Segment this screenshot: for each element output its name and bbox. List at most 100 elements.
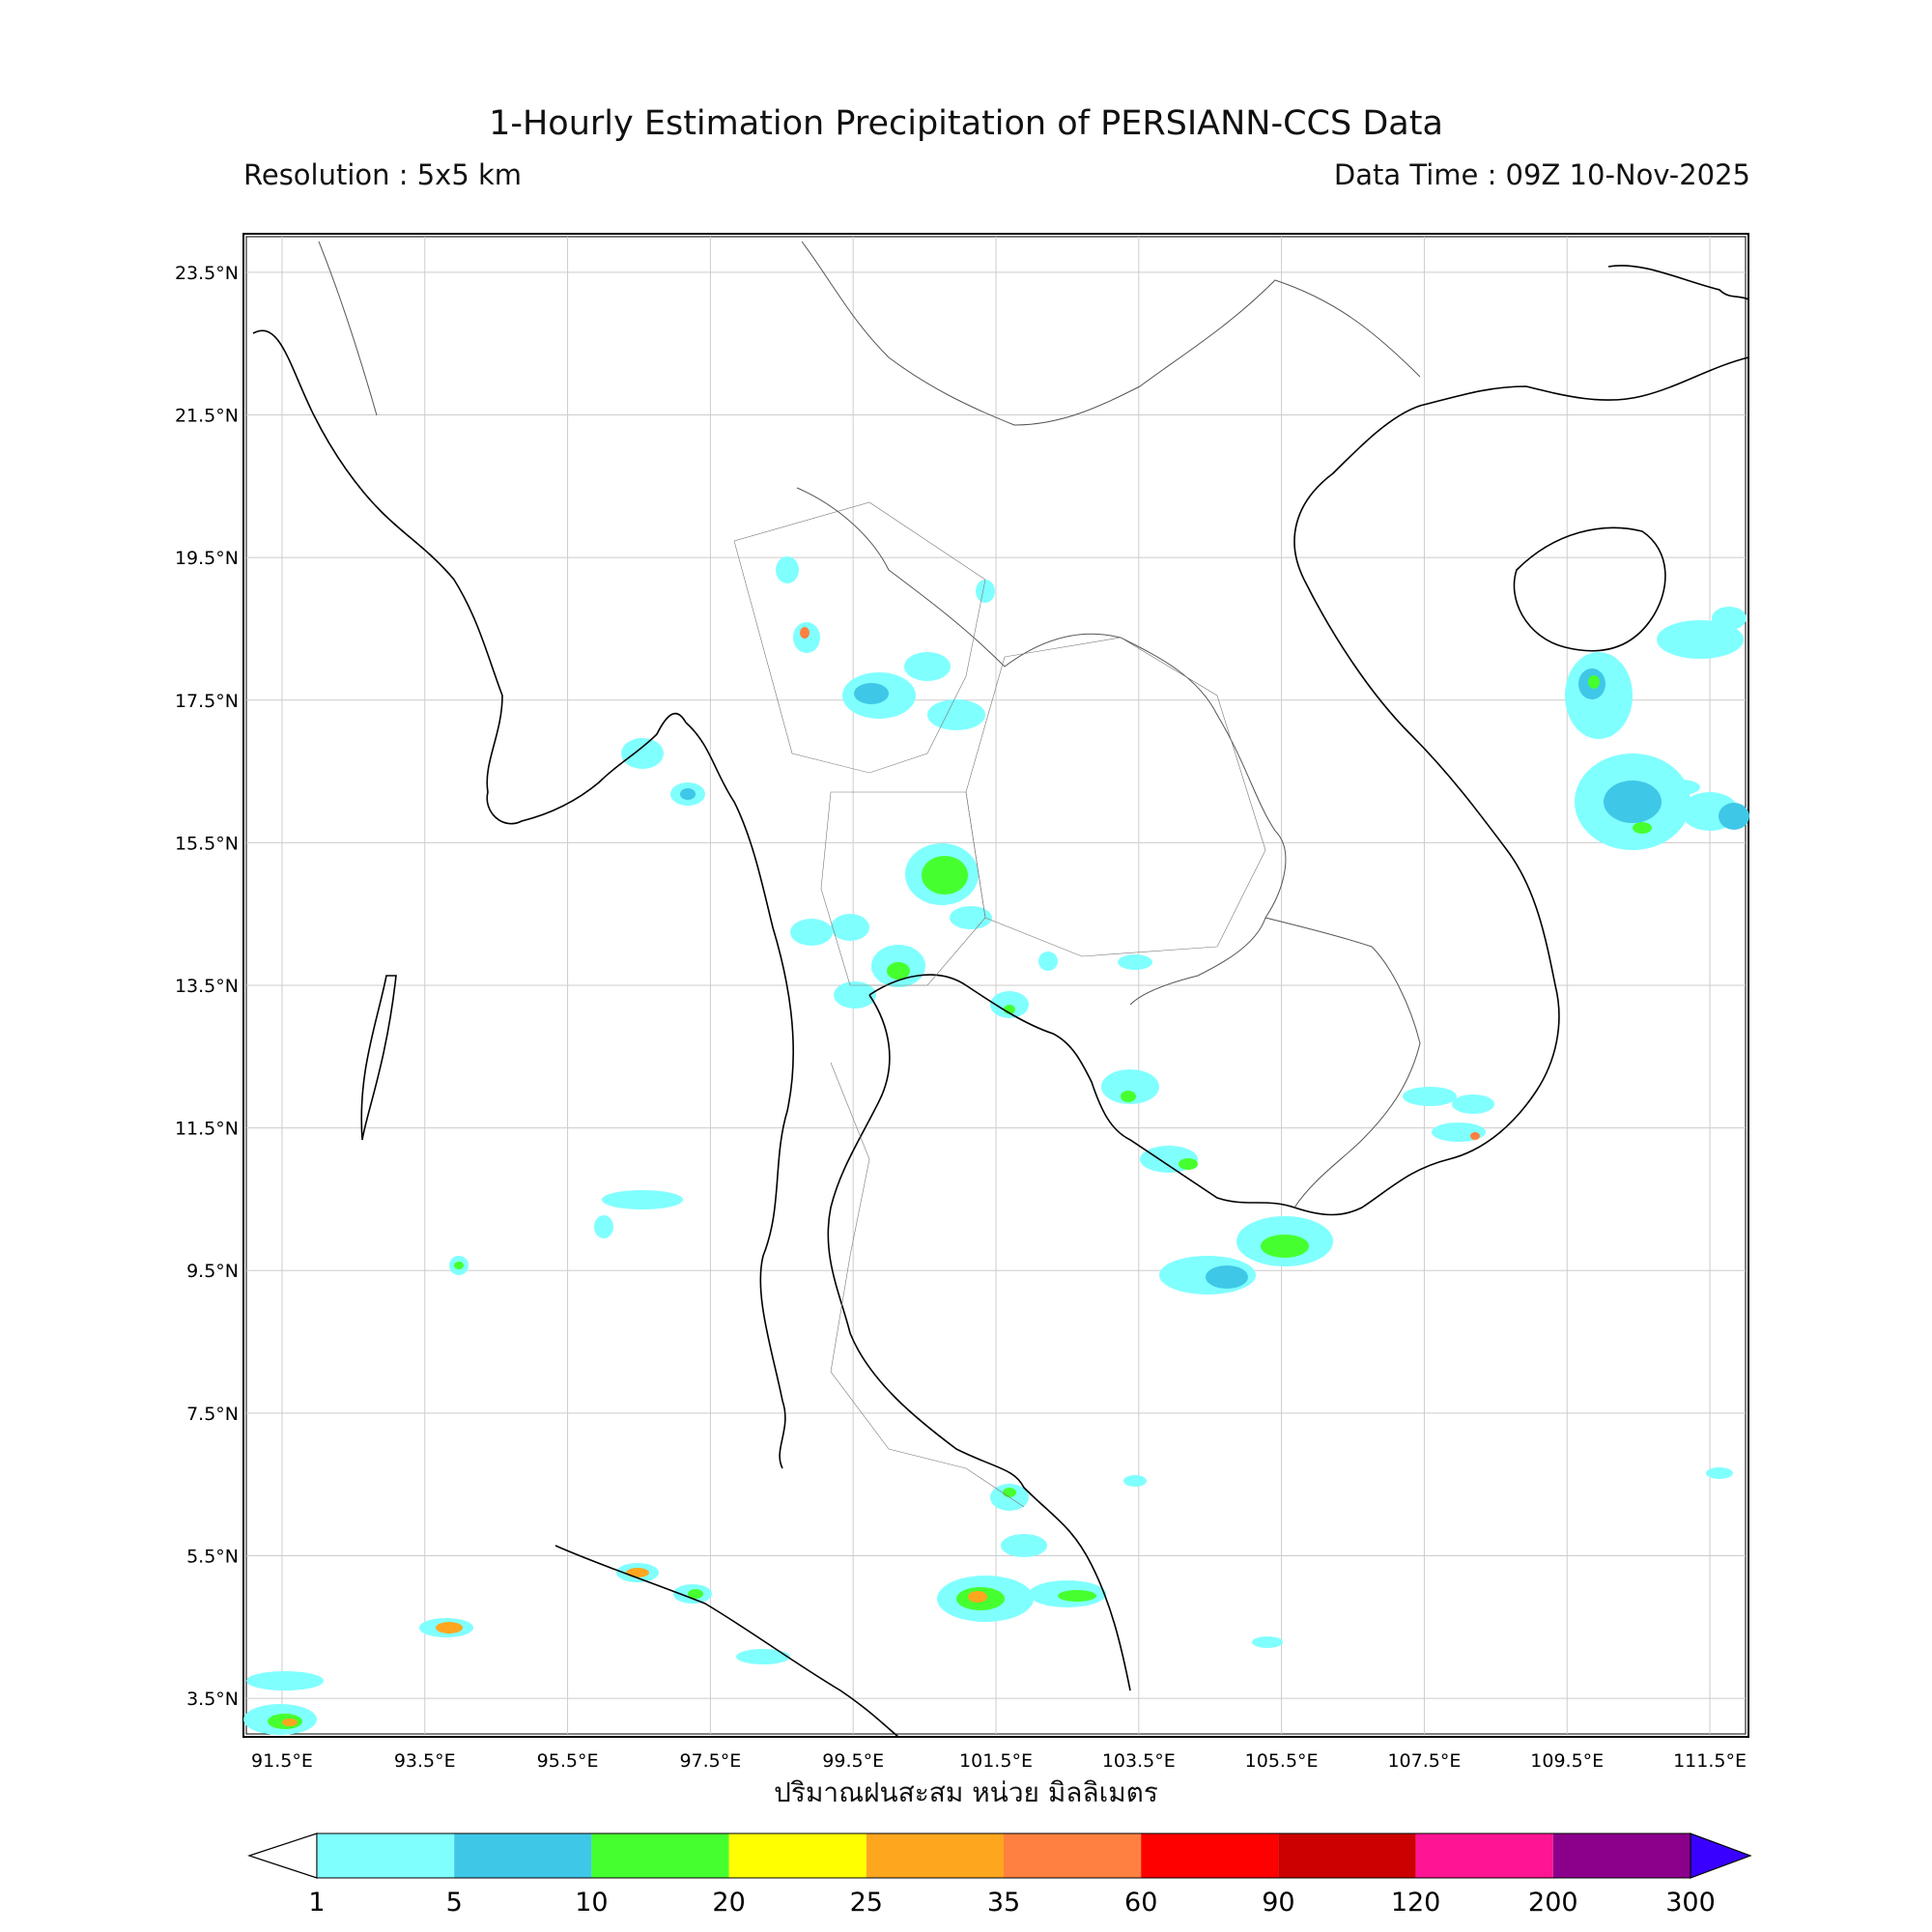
rain-cell	[1252, 1636, 1283, 1648]
colorbar: 1 5 10 20 25 35 60 90 120 200 300	[247, 1833, 1752, 1918]
rain-cell	[621, 738, 664, 769]
rain-cell	[790, 919, 833, 946]
rain-cell	[1206, 1265, 1248, 1289]
lon-tick-label: 95.5°E	[537, 1750, 599, 1772]
rain-cell	[904, 652, 951, 681]
rain-cell	[1001, 1534, 1047, 1557]
coastline-andaman-islands	[360, 975, 397, 1141]
colorbar-label: 200	[1528, 1888, 1578, 1918]
coastline-hainan	[1513, 526, 1666, 652]
border-cambodia-vietnam	[1264, 917, 1421, 1208]
coastlines	[252, 265, 1749, 1738]
lon-tick-label: 109.5°E	[1530, 1750, 1604, 1772]
rain-cell	[927, 699, 985, 730]
coastline-indochina	[868, 356, 1749, 1216]
colorbar-label: 35	[987, 1888, 1020, 1918]
rain-cell	[950, 906, 992, 929]
map-title: 1-Hourly Estimation Precipitation of PER…	[489, 104, 1443, 143]
rain-cell	[602, 1190, 683, 1209]
colorbar-swatch	[591, 1833, 729, 1878]
colorbar-swatch	[454, 1833, 592, 1878]
border-myanmar-india	[318, 241, 378, 416]
colorbar-swatch	[1278, 1833, 1416, 1878]
colorbar-label: 1	[308, 1888, 325, 1918]
longitude-labels: 91.5°E 93.5°E 95.5°E 97.5°E 99.5°E 101.5°E 103…	[251, 1750, 1747, 1772]
coastline-gulf-east-peninsula	[827, 994, 1131, 1691]
rain-cell	[1123, 1475, 1147, 1487]
map-gridlines	[246, 237, 1746, 1734]
colorbar-label: 60	[1124, 1888, 1157, 1918]
rain-cell	[834, 981, 876, 1009]
rain-cell	[1058, 1590, 1096, 1602]
rain-cell	[680, 788, 696, 800]
rain-cell	[1712, 607, 1747, 630]
lat-tick-label: 5.5°N	[186, 1546, 239, 1567]
lon-tick-label: 97.5°E	[679, 1750, 741, 1772]
colorbar-under-arrow	[247, 1833, 318, 1879]
rain-cell	[1003, 1488, 1016, 1497]
rain-cell	[1261, 1235, 1309, 1258]
colorbar-swatch	[728, 1833, 867, 1878]
lat-tick-label: 3.5°N	[186, 1689, 239, 1710]
colorbar-label: 120	[1391, 1888, 1441, 1918]
rain-cell	[246, 1671, 324, 1690]
colorbar-label: 10	[575, 1888, 608, 1918]
lon-tick-label: 105.5°E	[1245, 1750, 1319, 1772]
lon-tick-label: 93.5°E	[394, 1750, 456, 1772]
lat-tick-label: 7.5°N	[186, 1404, 239, 1425]
rain-cell	[1662, 780, 1700, 795]
rain-cell	[626, 1568, 649, 1577]
province-region	[820, 791, 986, 986]
colorbar-swatch	[317, 1833, 455, 1878]
colorbar-swatch	[1552, 1833, 1690, 1878]
lat-tick-label: 17.5°N	[175, 691, 239, 712]
rain-cell	[976, 580, 995, 603]
colorbar-swatch	[1415, 1833, 1553, 1878]
rain-cell	[594, 1215, 613, 1238]
province-region	[733, 501, 986, 774]
rain-cell	[776, 556, 799, 583]
country-borders	[318, 241, 1421, 1208]
latitude-labels: 23.5°N 21.5°N 19.5°N 17.5°N 15.5°N 13.5°N 11.5…	[175, 263, 239, 1710]
rain-cell	[1588, 675, 1600, 689]
province-borders	[733, 501, 1266, 1508]
lat-tick-label: 21.5°N	[175, 406, 239, 427]
rain-cell	[282, 1719, 298, 1726]
coastline-andaman	[685, 722, 795, 1469]
lat-tick-label: 11.5°N	[175, 1119, 239, 1140]
rain-cell	[1403, 1087, 1457, 1106]
precipitation-layer	[243, 556, 1749, 1735]
lon-tick-label: 111.5°E	[1673, 1750, 1747, 1772]
rain-cell	[1101, 1069, 1159, 1104]
rain-cell	[736, 1649, 790, 1664]
rain-cell	[887, 962, 910, 980]
rain-cell	[1706, 1467, 1733, 1479]
rain-cell	[1118, 954, 1152, 970]
border-thailand-laos	[796, 487, 1287, 1006]
rain-cell	[1452, 1094, 1494, 1114]
rain-cell	[1179, 1158, 1198, 1170]
rain-cell	[1604, 781, 1662, 823]
colorbar-label: 5	[446, 1888, 463, 1918]
rain-cell	[454, 1262, 464, 1269]
coastline-sumatra	[554, 1545, 899, 1738]
colorbar-swatch	[1141, 1833, 1279, 1878]
lat-tick-label: 15.5°N	[175, 833, 239, 854]
province-region	[830, 1062, 1025, 1508]
lon-tick-label: 99.5°E	[822, 1750, 884, 1772]
rain-cell	[436, 1622, 463, 1634]
resolution-label: Resolution : 5x5 km	[243, 158, 523, 191]
rain-cell	[688, 1589, 703, 1599]
data-time-label: Data Time : 09Z 10-Nov-2025	[1333, 158, 1750, 191]
rain-cell	[1633, 822, 1652, 834]
coastline-myanmar	[252, 329, 687, 825]
colorbar-swatch	[866, 1833, 1004, 1878]
lon-tick-label: 91.5°E	[251, 1750, 313, 1772]
rain-cell	[968, 1591, 987, 1603]
rain-cell	[1657, 620, 1744, 659]
colorbar-label: 300	[1665, 1888, 1716, 1918]
x-axis-title: ปริมาณฝนสะสม หน่วย มิลลิเมตร	[774, 1776, 1158, 1808]
colorbar-label: 90	[1262, 1888, 1294, 1918]
lon-tick-label: 103.5°E	[1102, 1750, 1176, 1772]
rain-cell	[800, 627, 810, 639]
